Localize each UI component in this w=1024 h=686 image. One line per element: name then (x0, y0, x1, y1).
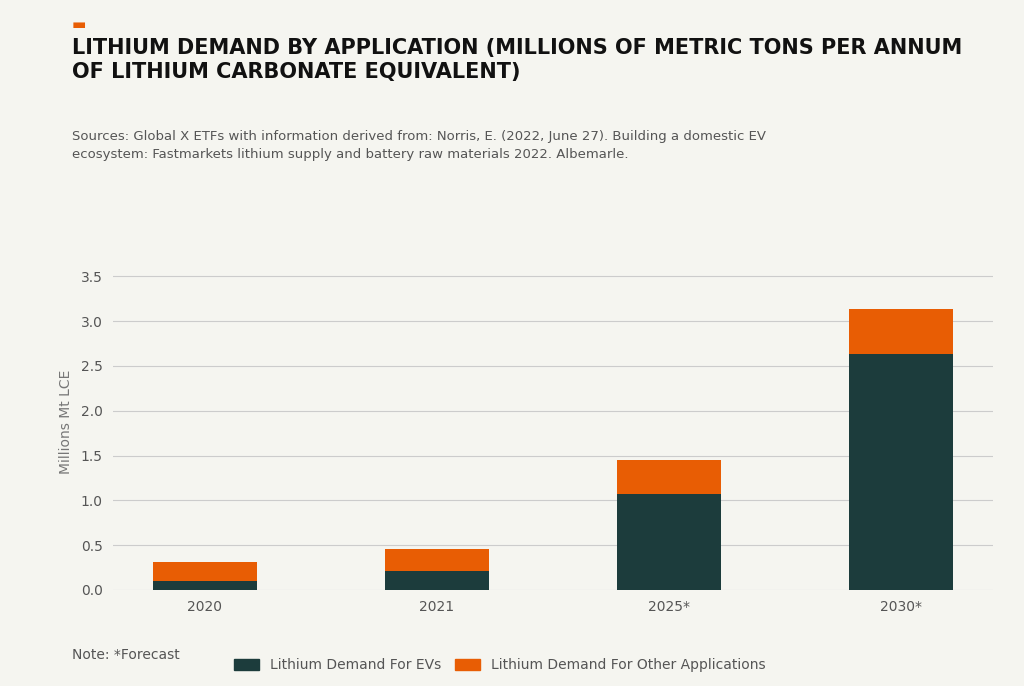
Bar (385, 549, 489, 571)
Bar (849, 354, 953, 590)
Text: ▬: ▬ (72, 17, 86, 32)
Text: Note: *Forecast: Note: *Forecast (72, 648, 179, 662)
Bar (849, 309, 953, 354)
Bar (616, 494, 721, 590)
Text: LITHIUM DEMAND BY APPLICATION (MILLIONS OF METRIC TONS PER ANNUM
OF LITHIUM CARB: LITHIUM DEMAND BY APPLICATION (MILLIONS … (72, 38, 962, 82)
Bar (385, 571, 489, 590)
Text: Sources: Global X ETFs with information derived from: Norris, E. (2022, June 27): Sources: Global X ETFs with information … (72, 130, 766, 161)
Bar (153, 581, 257, 590)
Bar (616, 460, 721, 494)
Bar (153, 562, 257, 581)
Y-axis label: Millions Mt LCE: Millions Mt LCE (58, 370, 73, 474)
Legend: Lithium Demand For EVs, Lithium Demand For Other Applications: Lithium Demand For EVs, Lithium Demand F… (234, 658, 766, 672)
